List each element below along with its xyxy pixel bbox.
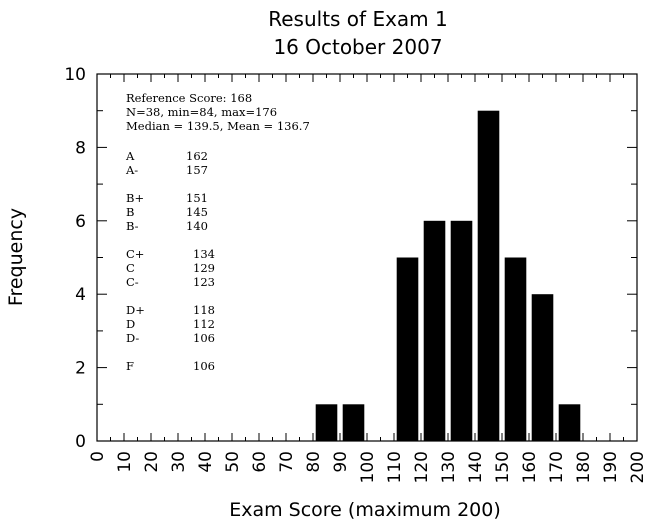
summary-line: Median = 139.5, Mean = 136.7 [126,119,310,133]
x-tick-label: 10 [115,451,135,473]
bar-110 [396,257,419,441]
grade-cutoff-score: 112 [193,317,215,331]
grade-cutoff-score: 123 [193,275,215,289]
x-tick-label: 0 [88,451,108,462]
grade-cutoff-score: 106 [193,331,215,345]
x-tick-label: 150 [493,451,513,483]
grade-label: D [126,317,135,331]
bar-160 [531,294,554,441]
x-tick-label: 90 [331,451,351,473]
grade-cutoff-score: 129 [193,261,215,275]
y-tick-label: 0 [75,432,86,452]
x-tick-label: 40 [196,451,216,473]
bar-170 [558,404,581,441]
bar-80 [315,404,338,441]
chart-title: Results of Exam 1 [268,7,448,31]
grade-cutoff-score: 118 [193,303,215,317]
x-tick-label: 190 [601,451,621,483]
x-tick-label: 180 [574,451,594,483]
x-tick-label: 60 [250,451,270,473]
y-tick-label: 2 [75,359,86,379]
grade-cutoff-score: 151 [186,191,208,205]
x-tick-label: 20 [142,451,162,473]
bar-130 [450,220,473,441]
grade-cutoff-score: 162 [186,149,208,163]
grade-label: C- [126,275,139,289]
grade-label: B [126,205,134,219]
x-tick-label: 110 [385,451,405,483]
grade-label: C+ [126,247,144,261]
x-tick-label: 30 [169,451,189,473]
x-tick-label: 80 [304,451,324,473]
x-tick-label: 100 [358,451,378,483]
grade-label: C [126,261,135,275]
y-axis-label: Frequency [5,208,27,306]
x-axis-label: Exam Score (maximum 200) [229,499,501,521]
bar-120 [423,220,446,441]
y-tick-label: 4 [75,285,86,305]
x-tick-label: 170 [547,451,567,483]
grade-label: D- [126,331,139,345]
x-tick-label: 160 [520,451,540,483]
grade-label: B- [126,219,139,233]
x-tick-label: 120 [412,451,432,483]
grade-label: A [125,149,135,163]
y-tick-label: 6 [75,212,86,232]
x-tick-label: 70 [277,451,297,473]
grade-cutoff-score: 134 [193,247,215,261]
grade-label: A- [125,163,138,177]
grade-cutoff-score: 106 [193,359,215,373]
x-tick-label: 50 [223,451,243,473]
chart-subtitle: 16 October 2007 [273,35,442,59]
grade-label: B+ [126,191,144,205]
y-tick-label: 10 [64,65,86,85]
grade-label: F [126,359,134,373]
grade-cutoff-score: 157 [186,163,208,177]
grade-cutoff-score: 140 [186,219,208,233]
summary-line: N=38, min=84, max=176 [126,105,277,119]
bar-90 [342,404,365,441]
bar-140 [477,110,500,441]
y-tick-label: 8 [75,138,86,158]
grade-label: D+ [126,303,145,317]
x-tick-label: 200 [628,451,648,483]
grade-cutoff-score: 145 [186,205,208,219]
summary-line: Reference Score: 168 [126,91,252,105]
x-tick-label: 130 [439,451,459,483]
bar-150 [504,257,527,441]
x-tick-label: 140 [466,451,486,483]
